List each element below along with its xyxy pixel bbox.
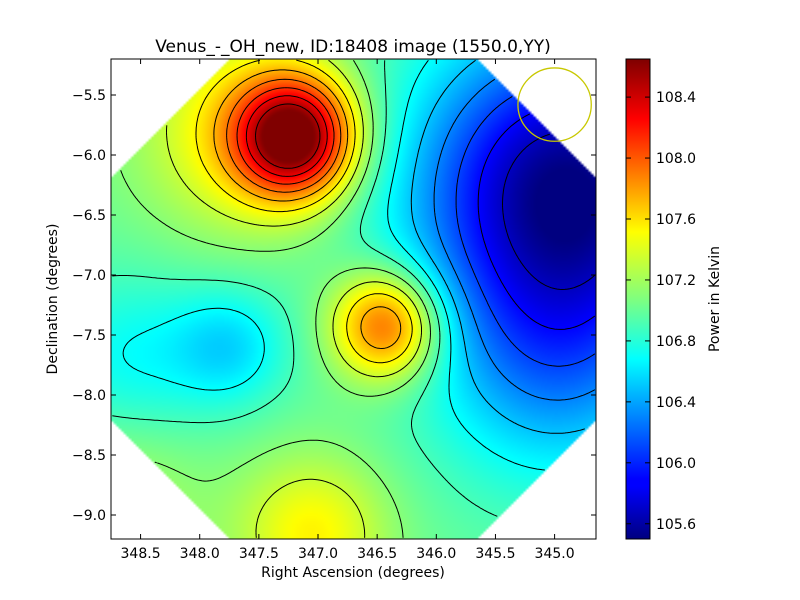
contour-line [455,95,596,367]
colorbar-tick-label: 108.0 [656,151,696,167]
x-tick-label: 347.5 [239,546,279,562]
colorbar-tick-label: 105.6 [656,517,696,533]
contour-line [245,95,328,177]
contour-lines [112,59,596,538]
y-tick-label: −6.5 [72,208,106,224]
x-tick-label: 346.5 [357,546,397,562]
y-tick-label: −8.5 [72,448,106,464]
y-axis-label: Declination (degrees) [45,224,61,375]
x-axis-ticks: 348.5 348.0 347.5 347.0 346.5 346.0 345.5 345.0 [121,59,575,562]
chart-title: Venus_-_OH_new, ID:18408 image (1550.0,Y… [155,37,551,57]
colorbar-tick-label: 107.2 [656,273,696,289]
y-axis-ticks: −5.5 −6.0 −6.5 −7.0 −7.5 −8.0 −8.5 −9.0 [72,88,596,524]
contour-line [195,59,413,364]
x-tick-label: 345.0 [535,546,575,562]
x-tick-label: 348.5 [121,546,161,562]
colorbar-tick-label: 107.6 [656,212,696,228]
colorbar-tick-label: 106.8 [656,334,696,350]
contour-line [120,60,431,538]
contour-line [255,103,321,169]
x-axis-label: Right Ascension (degrees) [261,565,445,581]
contour-line [226,78,342,193]
y-tick-label: −7.5 [72,328,106,344]
contour-line [236,87,335,185]
contour-line [213,69,402,349]
x-tick-label: 347.0 [298,546,338,562]
colorbar-tick-label: 108.4 [656,90,696,106]
x-tick-label: 345.5 [475,546,515,562]
y-tick-label: −5.5 [72,88,106,104]
colorbar-tick-label: 106.0 [656,456,696,472]
beam-circle [517,67,592,142]
contour-line [433,78,596,401]
y-tick-label: −9.0 [72,508,106,524]
colorbar-label: Power in Kelvin [707,246,723,352]
contour-line [166,59,422,538]
x-tick-label: 346.0 [416,546,456,562]
contour-line [122,59,545,471]
colorbar [625,58,651,540]
contour-line [112,60,498,517]
contour-line [502,133,596,290]
y-tick-label: −8.0 [72,388,106,404]
heatmap-image [111,59,596,539]
y-tick-label: −7.0 [72,268,106,284]
y-tick-label: −6.0 [72,148,106,164]
x-tick-label: 348.0 [180,546,220,562]
plot-frame [110,58,597,540]
colorbar-tick-label: 106.4 [656,395,696,411]
contour-line [477,113,596,330]
contour-line [410,59,585,434]
colorbar-ticks: 105.6 106.0 106.4 106.8 107.2 107.6 108.0 108.4 [626,90,696,533]
